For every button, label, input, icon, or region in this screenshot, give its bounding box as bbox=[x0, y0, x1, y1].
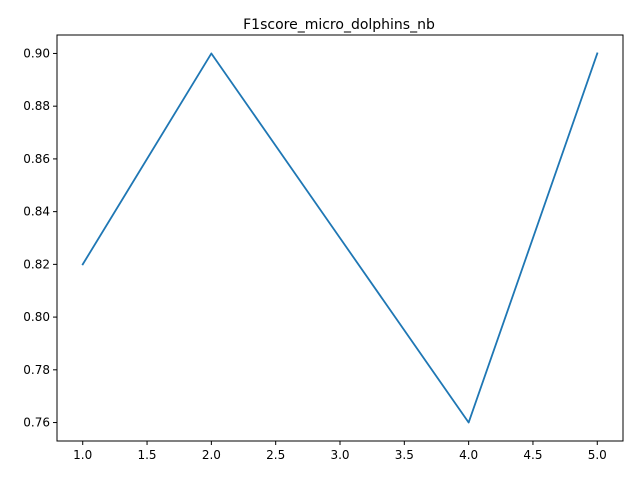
y-tick-label: 0.82 bbox=[23, 257, 50, 271]
x-tick-label: 1.0 bbox=[73, 448, 92, 462]
x-tick-label: 3.5 bbox=[395, 448, 414, 462]
x-tick-label: 4.5 bbox=[523, 448, 542, 462]
y-tick-label: 0.78 bbox=[23, 363, 50, 377]
x-tick-label: 3.0 bbox=[330, 448, 349, 462]
x-tick-label: 2.0 bbox=[202, 448, 221, 462]
x-tick-label: 1.5 bbox=[137, 448, 156, 462]
x-tick-label: 4.0 bbox=[459, 448, 478, 462]
y-tick-label: 0.76 bbox=[23, 416, 50, 430]
x-tick-label: 5.0 bbox=[588, 448, 607, 462]
y-tick-label: 0.84 bbox=[23, 205, 50, 219]
y-tick-label: 0.86 bbox=[23, 152, 50, 166]
y-tick-label: 0.90 bbox=[23, 46, 50, 60]
x-tick-label: 2.5 bbox=[266, 448, 285, 462]
chart-title: F1score_micro_dolphins_nb bbox=[243, 17, 435, 33]
y-tick-label: 0.88 bbox=[23, 99, 50, 113]
y-tick-label: 0.80 bbox=[23, 310, 50, 324]
